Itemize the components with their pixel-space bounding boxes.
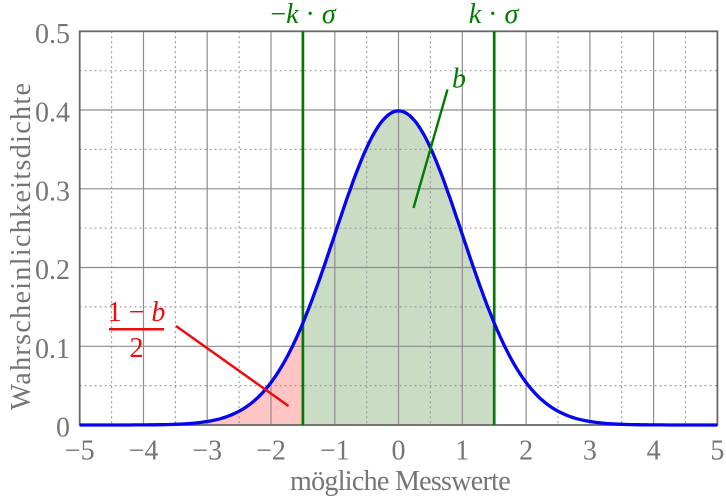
- svg-text:5: 5: [710, 436, 724, 467]
- svg-text:mögliche Messwerte: mögliche Messwerte: [290, 466, 510, 497]
- svg-text:−k · σ: −k · σ: [270, 0, 337, 30]
- svg-text:0: 0: [56, 413, 70, 444]
- svg-text:Wahrscheinlichkeitsdichte: Wahrscheinlichkeitsdichte: [6, 82, 37, 411]
- svg-text:0.1: 0.1: [35, 334, 70, 365]
- svg-text:0.5: 0.5: [35, 19, 70, 50]
- svg-text:2: 2: [130, 333, 144, 364]
- svg-text:−2: −2: [256, 436, 286, 467]
- svg-text:0.3: 0.3: [35, 176, 70, 207]
- svg-text:b: b: [452, 64, 466, 95]
- svg-text:0.4: 0.4: [35, 98, 70, 129]
- svg-text:2: 2: [519, 436, 533, 467]
- svg-text:k · σ: k · σ: [469, 0, 520, 30]
- svg-text:0: 0: [392, 436, 406, 467]
- svg-text:−5: −5: [65, 436, 95, 467]
- svg-text:1 − b: 1 − b: [108, 297, 166, 328]
- svg-text:−1: −1: [320, 436, 350, 467]
- svg-text:0.2: 0.2: [35, 255, 70, 286]
- svg-text:3: 3: [583, 436, 597, 467]
- svg-text:−4: −4: [129, 436, 159, 467]
- svg-text:4: 4: [647, 436, 661, 467]
- svg-text:1: 1: [455, 436, 469, 467]
- svg-text:−3: −3: [192, 436, 222, 467]
